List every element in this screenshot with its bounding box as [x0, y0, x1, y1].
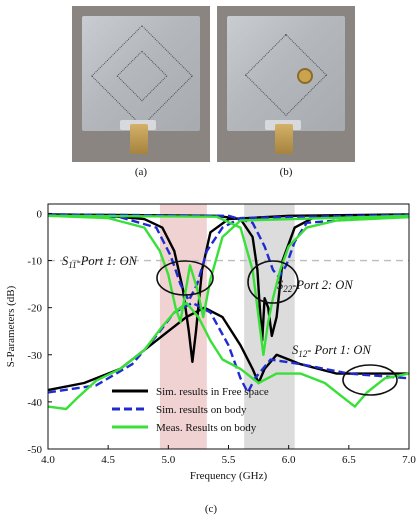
- antenna-board-back: [227, 16, 345, 131]
- legend-label-sim-body: Sim. results on body: [156, 404, 247, 416]
- y-tick-label: -50: [27, 444, 42, 456]
- legend: Sim. results in Free space Sim. results …: [112, 386, 269, 434]
- series-1-s11-line: [47, 213, 410, 302]
- x-tick-label: 5.0: [161, 454, 175, 466]
- s11-annotation: S11-Port 1: ON: [62, 254, 138, 270]
- x-tick-label: 5.5: [222, 454, 236, 466]
- s22-ellipse: [247, 260, 299, 304]
- x-tick-label: 4.5: [101, 454, 115, 466]
- y-tick-label: 0: [37, 208, 43, 220]
- caption-a: (a): [134, 166, 148, 178]
- series-2-s11-line: [47, 214, 410, 324]
- x-tick-label: 6.5: [342, 454, 356, 466]
- legend-label-meas-body: Meas. Results on body: [156, 422, 257, 434]
- s12-ellipse: [342, 364, 398, 396]
- y-axis-label: S-Parameters (dB): [5, 285, 17, 367]
- y-tick-label: -40: [27, 397, 42, 409]
- x-tick-label: 7.0: [402, 454, 416, 466]
- band-0: [159, 204, 207, 449]
- series-0-s11-line: [47, 213, 410, 364]
- y-tick-label: -10: [27, 256, 42, 268]
- caption-b: (b): [279, 166, 293, 178]
- s22-annotation: S22-Port 2: ON: [277, 278, 353, 294]
- s12-annotation: S12- Port 1: ON: [292, 343, 371, 359]
- series-0-s22-line: [47, 213, 410, 342]
- series-2-s22-line: [47, 214, 410, 357]
- antenna-photo-front: [72, 6, 210, 162]
- y-tick-label: -20: [27, 303, 42, 315]
- back-diamond-slot: [244, 33, 328, 117]
- sma-connector: [130, 124, 148, 154]
- s-parameter-chart: 4.0 4.5 5.0 5.5 6.0 6.5 7.0 0 -10 -20 -30 -40 -50 F…: [5, 203, 416, 482]
- series-layer: [47, 213, 410, 411]
- series-2-s12-line: [47, 301, 410, 411]
- x-tick-label: 4.0: [41, 454, 55, 466]
- x-tick-label: 6.0: [282, 454, 296, 466]
- antenna-board-front: [82, 16, 200, 131]
- back-sma-connector: [297, 68, 313, 84]
- x-ticks: 4.0 4.5 5.0 5.5 6.0 6.5 7.0: [41, 445, 416, 466]
- caption-c: (c): [204, 503, 218, 515]
- x-axis-label: Frequency (GHz): [190, 470, 268, 482]
- legend-label-free-space: Sim. results in Free space: [156, 386, 269, 398]
- y-ticks: 0 -10 -20 -30 -40 -50: [27, 208, 52, 456]
- antenna-photo-back: [217, 6, 355, 162]
- sma-connector-back: [275, 124, 293, 154]
- y-tick-label: -30: [27, 350, 42, 362]
- s11-ellipse: [156, 260, 214, 296]
